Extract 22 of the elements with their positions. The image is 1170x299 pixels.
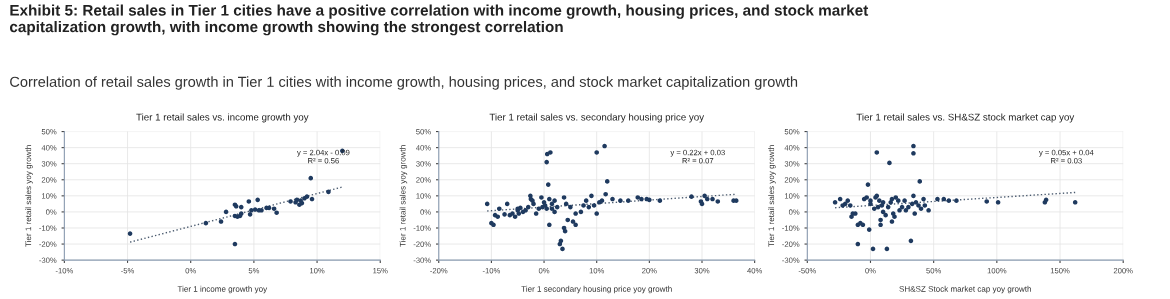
x-axis-title: SH&SZ Stock market cap yoy growth xyxy=(899,285,1031,294)
point xyxy=(223,209,229,215)
point xyxy=(309,196,315,202)
x-axis-title: Tier 1 secondary housing price yoy growth xyxy=(521,285,672,294)
chart-title: Tier 1 retail sales vs. income growth yoy xyxy=(136,113,309,123)
point xyxy=(252,207,258,212)
y-axis-title: Tier 1 retail sales yoy growth xyxy=(768,145,776,247)
point xyxy=(218,219,224,224)
y-axis-title: Tier 1 retail sales yoy growth xyxy=(399,145,408,247)
point xyxy=(249,208,254,213)
point xyxy=(246,199,252,204)
y-axis-title: Tier 1 retail sales yoy growth xyxy=(25,145,33,247)
text: Correlation of retail sales growth in Tier 1 cities with income growth, housing prices, and stock market capitalization growth xyxy=(10,76,798,90)
point xyxy=(127,231,133,236)
chart-title: Tier 1 retail sales vs. secondary housing price yoy xyxy=(489,113,705,123)
x-axis-title: Tier 1 income growth yoy xyxy=(177,285,268,294)
chart-title: Tier 1 retail sales vs. SH&SZ stock market cap yoy xyxy=(856,113,1075,123)
point xyxy=(274,210,279,216)
point xyxy=(232,241,238,247)
point xyxy=(326,189,331,195)
text: Exhibit 5: Retail sales in Tier 1 cities have a positive correlation with income growth, housing prices, and stock market capitalization growth, with income growth showing the strongest correlation xyxy=(9,4,869,36)
point xyxy=(288,199,293,204)
